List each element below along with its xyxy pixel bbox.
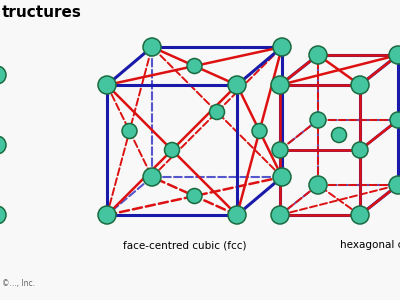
Circle shape: [332, 128, 346, 142]
Circle shape: [351, 76, 369, 94]
Text: ©..., Inc.: ©..., Inc.: [2, 279, 35, 288]
Circle shape: [309, 46, 327, 64]
Circle shape: [164, 142, 180, 158]
Circle shape: [389, 176, 400, 194]
Circle shape: [228, 76, 246, 94]
Circle shape: [273, 38, 291, 56]
Circle shape: [122, 124, 137, 139]
Circle shape: [143, 38, 161, 56]
Circle shape: [228, 206, 246, 224]
Text: face-centred cubic (fcc): face-centred cubic (fcc): [123, 240, 247, 250]
Circle shape: [0, 206, 6, 224]
Circle shape: [0, 66, 6, 84]
Circle shape: [273, 168, 291, 186]
Circle shape: [210, 104, 224, 119]
Circle shape: [252, 124, 267, 139]
Circle shape: [309, 176, 327, 194]
Circle shape: [272, 142, 288, 158]
Circle shape: [0, 136, 6, 154]
Circle shape: [390, 112, 400, 128]
Circle shape: [389, 46, 400, 64]
Text: hexagonal close-pa: hexagonal close-pa: [340, 240, 400, 250]
Circle shape: [143, 168, 161, 186]
Circle shape: [352, 142, 368, 158]
Circle shape: [98, 206, 116, 224]
Circle shape: [271, 206, 289, 224]
Circle shape: [310, 112, 326, 128]
Circle shape: [98, 76, 116, 94]
Circle shape: [187, 58, 202, 74]
Text: tructures: tructures: [2, 5, 82, 20]
Circle shape: [187, 188, 202, 203]
Circle shape: [271, 76, 289, 94]
Circle shape: [351, 206, 369, 224]
